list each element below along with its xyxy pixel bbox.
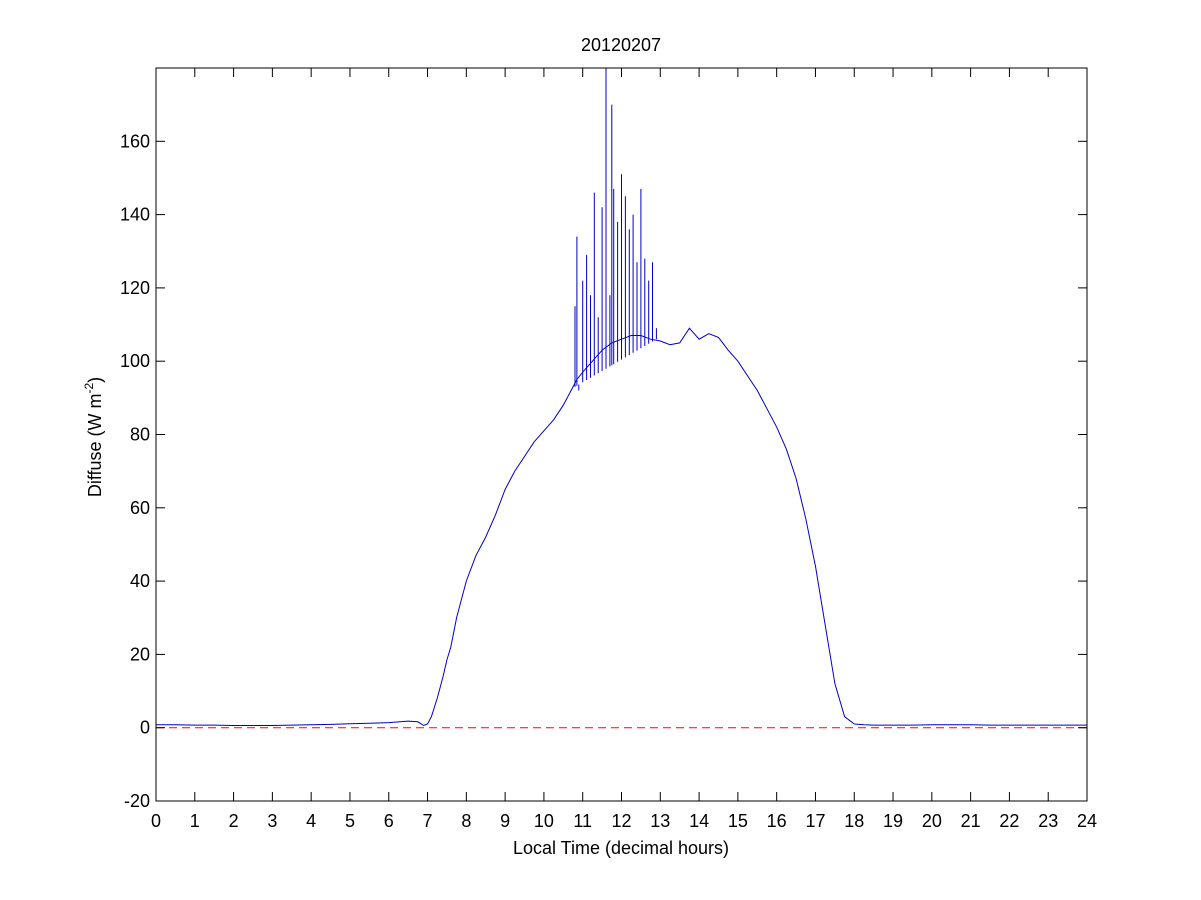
x-tick-label: 11 bbox=[573, 811, 592, 831]
x-tick-label: 6 bbox=[384, 811, 394, 831]
x-tick-label: 9 bbox=[500, 811, 510, 831]
x-tick-label: 21 bbox=[961, 811, 981, 831]
x-tick-label: 12 bbox=[611, 811, 631, 831]
chart-title: 20120207 bbox=[581, 35, 661, 55]
x-tick-label: 13 bbox=[650, 811, 670, 831]
x-tick-label: 4 bbox=[306, 811, 316, 831]
y-tick-label: 20 bbox=[130, 644, 150, 664]
y-tick-label: 140 bbox=[120, 205, 150, 225]
y-tick-label: -20 bbox=[124, 791, 150, 811]
x-tick-label: 19 bbox=[883, 811, 903, 831]
y-tick-label: 160 bbox=[120, 131, 150, 151]
x-tick-label: 8 bbox=[461, 811, 471, 831]
x-tick-label: 24 bbox=[1077, 811, 1097, 831]
y-tick-label: 40 bbox=[130, 571, 150, 591]
x-tick-label: 1 bbox=[190, 811, 200, 831]
x-tick-label: 5 bbox=[345, 811, 355, 831]
y-tick-label: 100 bbox=[120, 351, 150, 371]
x-tick-label: 17 bbox=[805, 811, 825, 831]
x-tick-label: 7 bbox=[423, 811, 433, 831]
x-tick-label: 10 bbox=[534, 811, 554, 831]
x-tick-label: 15 bbox=[728, 811, 748, 831]
x-tick-label: 14 bbox=[689, 811, 709, 831]
y-axis-label: Diffuse (W m-2) bbox=[82, 377, 105, 497]
x-tick-label: 16 bbox=[767, 811, 787, 831]
y-tick-label: 0 bbox=[140, 718, 150, 738]
x-axis-label: Local Time (decimal hours) bbox=[513, 838, 729, 858]
x-tick-label: 3 bbox=[267, 811, 277, 831]
y-tick-label: 120 bbox=[120, 278, 150, 298]
x-tick-label: 23 bbox=[1038, 811, 1058, 831]
x-tick-label: 0 bbox=[151, 811, 161, 831]
x-tick-label: 2 bbox=[229, 811, 239, 831]
x-tick-label: 22 bbox=[999, 811, 1019, 831]
y-tick-label: 60 bbox=[130, 498, 150, 518]
x-tick-label: 18 bbox=[844, 811, 864, 831]
x-tick-label: 20 bbox=[922, 811, 942, 831]
y-tick-label: 80 bbox=[130, 425, 150, 445]
